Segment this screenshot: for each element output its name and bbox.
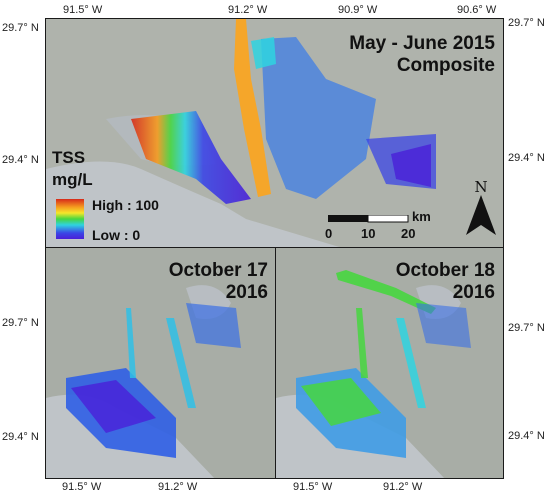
tss-river xyxy=(234,19,271,197)
scale-bar xyxy=(328,215,409,223)
scale-unit: km xyxy=(412,209,431,224)
legend-title-line2: mg/L xyxy=(52,170,93,189)
tss-delta-lakes xyxy=(261,37,376,199)
right-lat-label-top-1: 29.7° N xyxy=(508,17,545,29)
left-lat-label-top-1: 29.7° N xyxy=(2,22,39,34)
bottom-right-title-line2: 2016 xyxy=(452,282,495,303)
bottom-right-map-panel: October 18 2016 xyxy=(275,247,504,479)
top-lon-label-4: 90.6° W xyxy=(457,4,497,16)
legend-low-label: Low : 0 xyxy=(92,227,141,243)
bottom-lon-label-3: 91.5° W xyxy=(293,481,333,493)
top-panel-title-line2: Composite xyxy=(396,55,495,76)
bottom-right-map-graphic xyxy=(276,248,503,478)
br-tss-lake-edge xyxy=(416,303,471,348)
left-lat-label-bottom-2: 29.4° N xyxy=(2,431,39,443)
right-lat-label-top-2: 29.4° N xyxy=(508,152,545,164)
top-lon-label-1: 91.5° W xyxy=(63,4,103,16)
bottom-left-title-line2: 2016 xyxy=(225,282,268,303)
gulf-water xyxy=(46,161,343,248)
br-tss-channel xyxy=(356,308,368,378)
bottom-lon-label-4: 91.2° W xyxy=(383,481,423,493)
legend-title-line1: TSS xyxy=(52,148,86,167)
legend-high-label: High : 100 xyxy=(92,197,159,213)
top-map-graphic xyxy=(46,19,503,248)
tss-coastal-plume xyxy=(131,111,251,204)
bl-tss-channel xyxy=(126,308,136,378)
br-tss-river-top xyxy=(336,270,436,314)
bottom-right-title-line1: October 18 xyxy=(395,260,495,281)
right-lat-label-bottom-2: 29.4° N xyxy=(508,430,545,442)
scale-tick-10: 10 xyxy=(361,226,376,241)
top-map-panel: May - June 2015 Composite TSS mg/L High … xyxy=(45,18,504,249)
tss-lake-east xyxy=(391,144,431,187)
north-arrow-icon xyxy=(466,195,496,235)
bl-tss-coastal-core xyxy=(71,380,156,433)
top-lon-label-2: 91.2° W xyxy=(228,4,268,16)
north-arrow: N xyxy=(464,179,498,239)
left-lat-label-top-2: 29.4° N xyxy=(2,154,39,166)
bottom-left-map-panel: October 17 2016 xyxy=(45,247,277,479)
legend-color-ramp xyxy=(56,199,84,239)
top-panel-title-line1: May - June 2015 xyxy=(349,33,495,54)
tss-upper-lake xyxy=(251,37,276,69)
br-tss-channel-2 xyxy=(396,318,426,408)
north-label: N xyxy=(474,178,488,196)
scale-tick-0: 0 xyxy=(325,226,333,241)
bl-tss-channel-2 xyxy=(166,318,196,408)
br-tss-coastal-core xyxy=(301,378,381,426)
scale-tick-20: 20 xyxy=(401,226,416,241)
top-lon-label-3: 90.9° W xyxy=(338,4,378,16)
bottom-left-title-line1: October 17 xyxy=(168,260,268,281)
right-lat-label-bottom-1: 29.7° N xyxy=(508,322,545,334)
bottom-left-map-graphic xyxy=(46,248,276,478)
bottom-lon-label-1: 91.5° W xyxy=(62,481,102,493)
bl-tss-lake-edge xyxy=(186,303,241,348)
left-lat-label-bottom-1: 29.7° N xyxy=(2,317,39,329)
bottom-lon-label-2: 91.2° W xyxy=(158,481,198,493)
